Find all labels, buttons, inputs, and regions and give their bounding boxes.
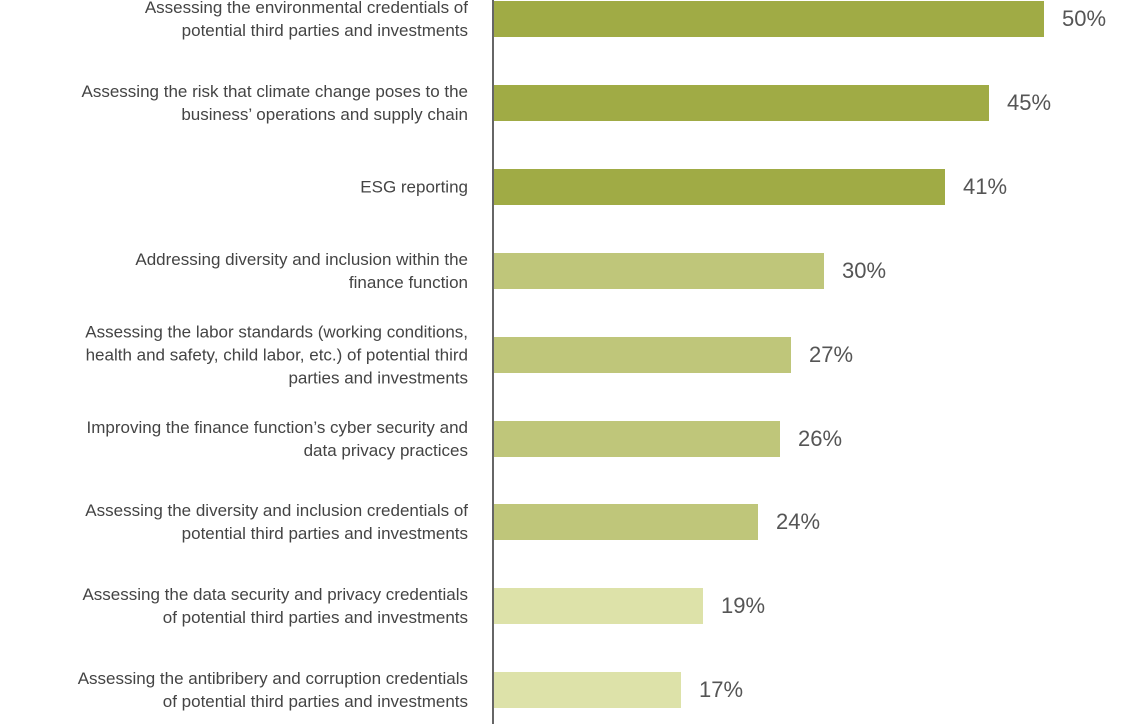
category-label: Addressing diversity and inclusion withi… <box>135 249 468 292</box>
bar <box>494 168 945 205</box>
category-label: Assessing the environmental credentials … <box>144 0 468 40</box>
bar <box>494 336 791 373</box>
category-label: Assessing the antibribery and corruption… <box>77 669 468 712</box>
bar <box>494 252 824 289</box>
category-label: Assessing the data security and privacy … <box>82 585 468 628</box>
category-label: Assessing the diversity and inclusion cr… <box>85 501 468 544</box>
bar <box>494 588 703 625</box>
value-label: 45% <box>1007 89 1052 115</box>
value-label: 41% <box>963 173 1008 199</box>
bar <box>494 1 1044 37</box>
axis-line <box>492 0 494 724</box>
value-label: 19% <box>721 593 766 619</box>
category-label: Assessing the risk that climate change p… <box>81 81 468 124</box>
value-label: 50% <box>1062 6 1107 31</box>
value-label: 27% <box>809 341 854 367</box>
bar <box>494 504 758 541</box>
value-label: 24% <box>776 509 821 535</box>
category-label: Assessing the labor standards (working c… <box>85 322 468 388</box>
category-label: Improving the finance function’s cyber s… <box>86 417 468 460</box>
value-label: 17% <box>699 677 744 703</box>
value-label: 30% <box>842 257 887 283</box>
bar <box>494 420 780 457</box>
category-label: ESG reporting <box>360 177 468 197</box>
bar <box>494 672 681 709</box>
value-label: 26% <box>798 425 843 451</box>
bar <box>494 84 989 121</box>
